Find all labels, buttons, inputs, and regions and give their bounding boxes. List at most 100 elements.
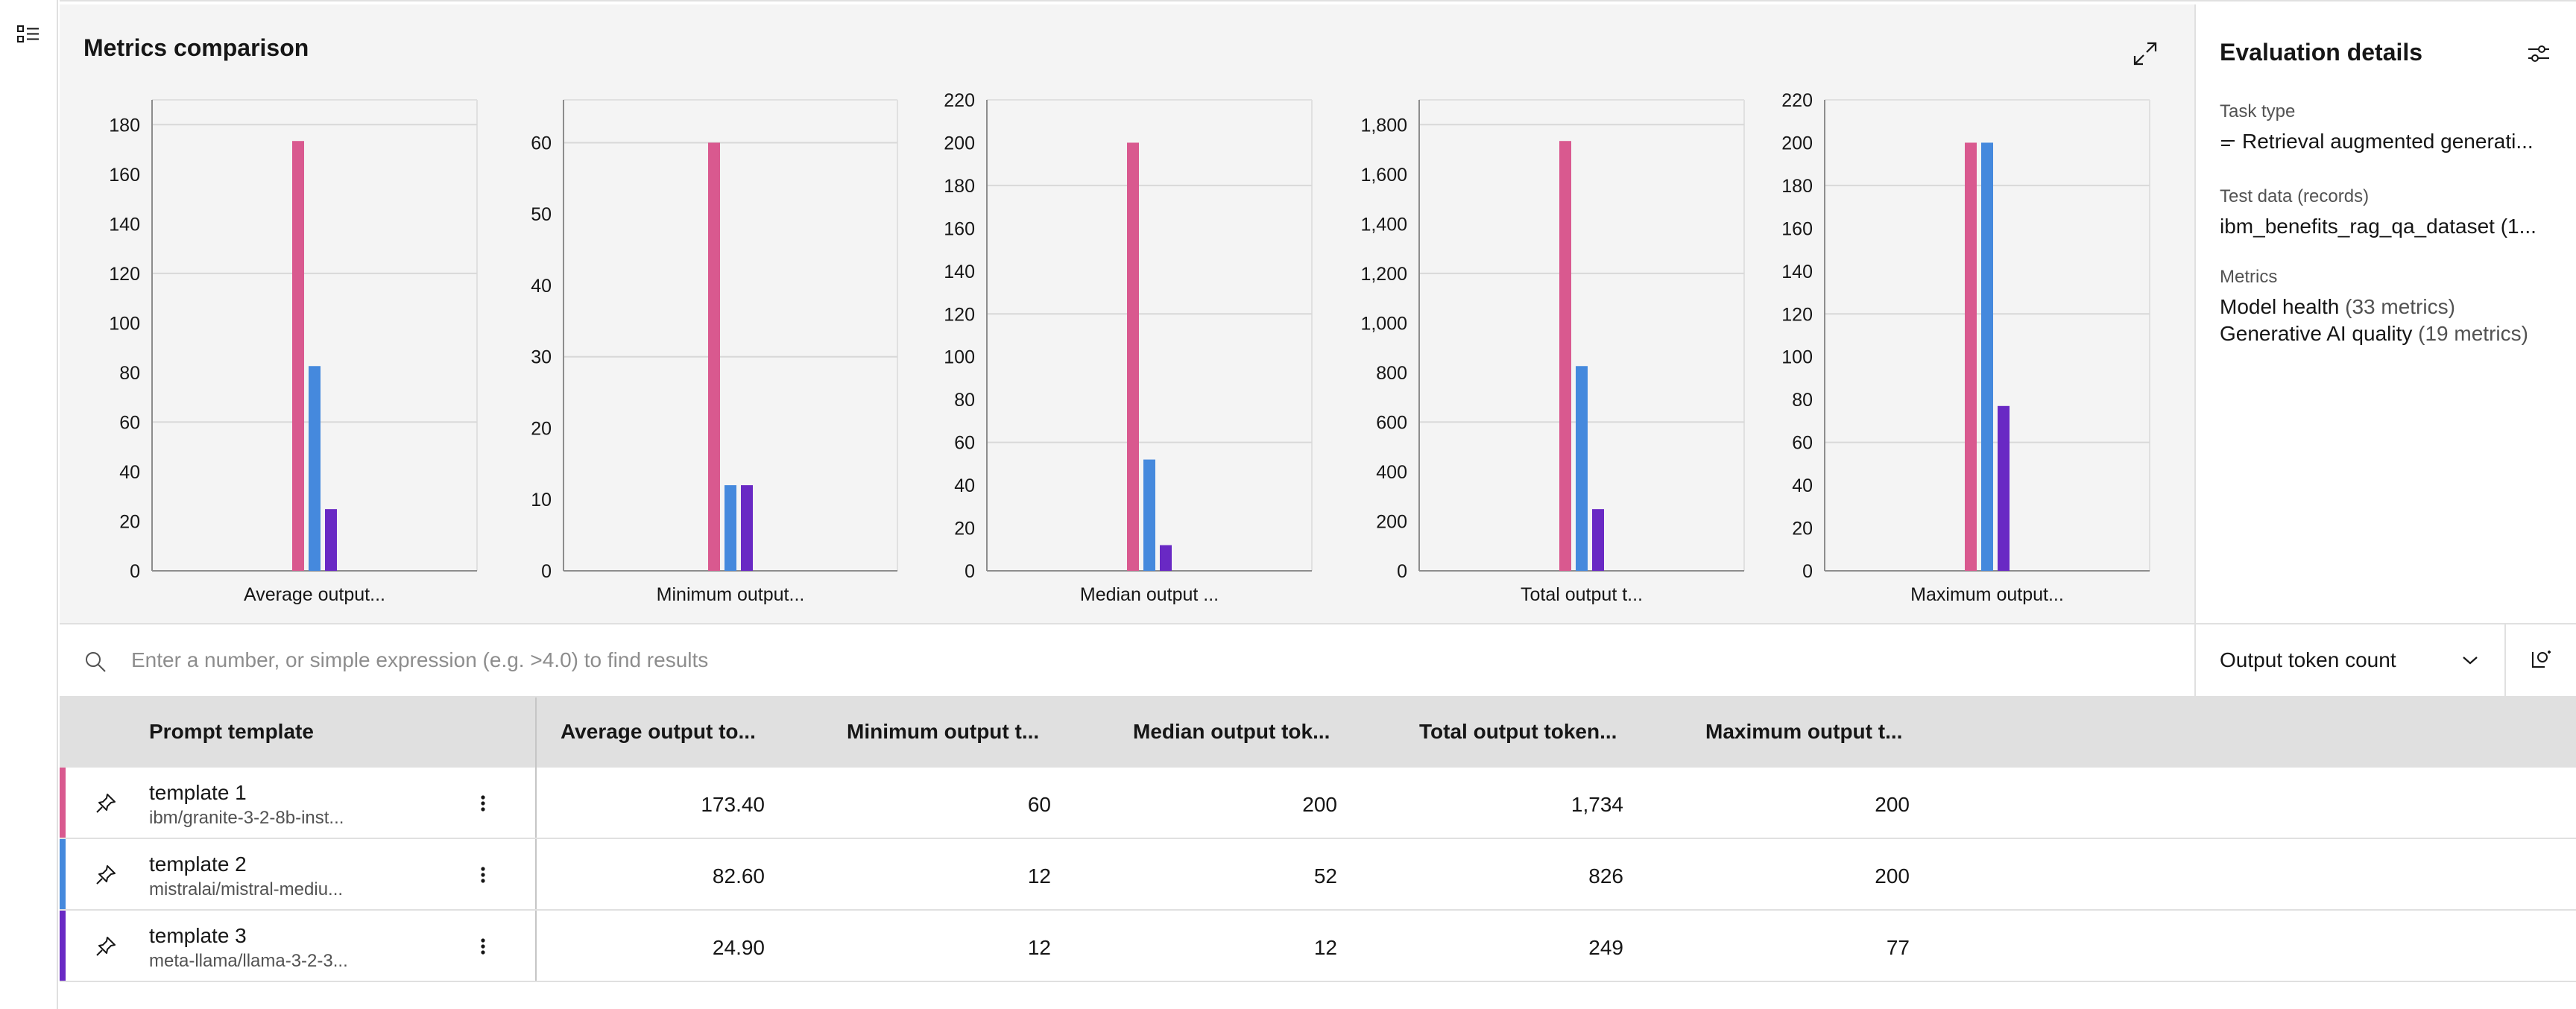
pin-button[interactable] bbox=[92, 933, 119, 960]
y-tick-label: 200 bbox=[1376, 511, 1407, 532]
column-header[interactable]: Prompt template bbox=[149, 720, 314, 743]
column-divider bbox=[535, 698, 537, 768]
list-toggle-button[interactable] bbox=[15, 21, 42, 48]
details-settings-button[interactable] bbox=[2524, 39, 2554, 69]
y-tick-label: 120 bbox=[944, 304, 975, 325]
overflow-menu-icon bbox=[481, 938, 485, 955]
expand-button[interactable] bbox=[2129, 37, 2162, 70]
y-tick-label: 1,600 bbox=[1360, 165, 1407, 186]
overflow-menu-button[interactable] bbox=[468, 930, 498, 963]
y-tick-label: 220 bbox=[1781, 90, 1813, 111]
table-cell: 1,734 bbox=[1570, 793, 1623, 816]
bar bbox=[1127, 142, 1139, 572]
metric-group-name: Model health bbox=[2220, 295, 2340, 318]
y-tick-label: 40 bbox=[1792, 475, 1813, 496]
column-header[interactable]: Median output tok... bbox=[1133, 720, 1330, 743]
task-type-value: Retrieval augmented generati... bbox=[2220, 130, 2563, 154]
y-tick-label: 160 bbox=[1781, 218, 1813, 239]
y-tick-label: 60 bbox=[1792, 433, 1813, 454]
table-row[interactable]: template 2 mistralai/mistral-mediu... 82… bbox=[60, 839, 2576, 911]
metric-dropdown-label: Output token count bbox=[2220, 648, 2396, 671]
chart-group: 0 20 40 60 80 100 120 140 160 180 200 220 Maximum ou… bbox=[1781, 90, 2150, 605]
y-tick-label: 40 bbox=[119, 462, 140, 483]
y-tick-label: 40 bbox=[531, 276, 552, 297]
template-model: ibm/granite-3-2-8b-inst... bbox=[149, 808, 344, 828]
column-header[interactable]: Minimum output t... bbox=[847, 720, 1040, 743]
search-input[interactable] bbox=[131, 639, 2144, 681]
x-axis-label: Average output... bbox=[244, 584, 385, 605]
overflow-menu-button[interactable] bbox=[468, 787, 498, 820]
maximize-icon bbox=[2133, 42, 2157, 66]
y-tick-label: 1,400 bbox=[1360, 214, 1407, 235]
pin-button[interactable] bbox=[92, 861, 119, 888]
table-cell: 200 bbox=[1875, 793, 1910, 816]
y-tick-label: 140 bbox=[944, 262, 975, 282]
metric-group-count: (33 metrics) bbox=[2345, 295, 2455, 318]
y-tick-label: 100 bbox=[109, 313, 140, 334]
bar bbox=[1965, 142, 1977, 572]
y-tick-label: 100 bbox=[1781, 347, 1813, 368]
x-axis-label: Total output t... bbox=[1521, 584, 1643, 605]
bar bbox=[708, 142, 720, 572]
overflow-menu-icon bbox=[481, 795, 485, 812]
overflow-menu-button[interactable] bbox=[468, 858, 498, 891]
metrics-bar-charts: 0 20 40 60 80 100 120 140 160 180 Average output..… bbox=[109, 90, 2150, 605]
bar bbox=[1592, 509, 1604, 571]
task-type-text: Retrieval augmented generati... bbox=[2242, 130, 2534, 153]
bar bbox=[1576, 366, 1588, 571]
overflow-menu-icon bbox=[481, 867, 485, 883]
template-name: template 1 bbox=[149, 781, 247, 804]
y-tick-label: 0 bbox=[965, 561, 975, 582]
pin-icon bbox=[96, 937, 116, 956]
table-cell: 82.60 bbox=[712, 864, 765, 888]
chart-settings-button[interactable] bbox=[2504, 624, 2576, 698]
y-tick-label: 180 bbox=[109, 115, 140, 136]
bar bbox=[1559, 141, 1571, 571]
pin-icon bbox=[96, 794, 116, 813]
column-header[interactable]: Total output token... bbox=[1419, 720, 1617, 743]
y-tick-label: 80 bbox=[119, 363, 140, 384]
y-tick-label: 100 bbox=[944, 347, 975, 368]
y-tick-label: 1,000 bbox=[1360, 313, 1407, 334]
y-tick-label: 1,200 bbox=[1360, 264, 1407, 285]
metric-group-item: Generative AI quality (19 metrics) bbox=[2220, 322, 2563, 346]
table-cell: 60 bbox=[1027, 793, 1051, 816]
y-tick-label: 80 bbox=[1792, 390, 1813, 411]
bar bbox=[741, 485, 753, 571]
y-tick-label: 20 bbox=[1792, 519, 1813, 540]
metric-group-item: Model health (33 metrics) bbox=[2220, 295, 2563, 319]
details-title: Evaluation details bbox=[2220, 39, 2423, 66]
y-tick-label: 200 bbox=[944, 133, 975, 154]
search-bar bbox=[60, 624, 2194, 698]
bar bbox=[1981, 142, 1993, 572]
pin-button[interactable] bbox=[92, 790, 119, 817]
column-header[interactable]: Average output to... bbox=[561, 720, 756, 743]
table-cell: 200 bbox=[1302, 793, 1337, 816]
y-tick-label: 180 bbox=[1781, 176, 1813, 197]
x-axis-label: Median output ... bbox=[1080, 584, 1219, 605]
settings-adjust-icon bbox=[2528, 45, 2549, 62]
chart-settings-icon bbox=[2532, 651, 2551, 668]
table-cell: 173.40 bbox=[701, 793, 765, 816]
table-row[interactable]: template 3 meta-llama/llama-3-2-3... 24.… bbox=[60, 911, 2576, 982]
y-tick-label: 200 bbox=[1781, 133, 1813, 154]
y-tick-label: 140 bbox=[109, 214, 140, 235]
y-tick-label: 0 bbox=[541, 561, 552, 582]
chevron-down-icon bbox=[2458, 648, 2482, 672]
template-model: meta-llama/llama-3-2-3... bbox=[149, 951, 348, 971]
x-axis-label: Maximum output... bbox=[1910, 584, 2064, 605]
column-divider bbox=[535, 768, 537, 838]
y-tick-label: 20 bbox=[954, 519, 975, 540]
template-name: template 2 bbox=[149, 853, 247, 876]
metric-group-name: Generative AI quality bbox=[2220, 322, 2413, 345]
metric-dropdown[interactable]: Output token count bbox=[2194, 624, 2504, 698]
column-header[interactable]: Maximum output t... bbox=[1705, 720, 1903, 743]
y-tick-label: 400 bbox=[1376, 462, 1407, 483]
bar bbox=[1143, 459, 1155, 571]
table-row[interactable]: template 1 ibm/granite-3-2-8b-inst... 17… bbox=[60, 768, 2576, 839]
table-cell: 200 bbox=[1875, 864, 1910, 888]
list-icon bbox=[17, 25, 39, 42]
bar bbox=[1160, 545, 1172, 571]
search-icon bbox=[80, 647, 110, 677]
y-tick-label: 120 bbox=[109, 264, 140, 285]
